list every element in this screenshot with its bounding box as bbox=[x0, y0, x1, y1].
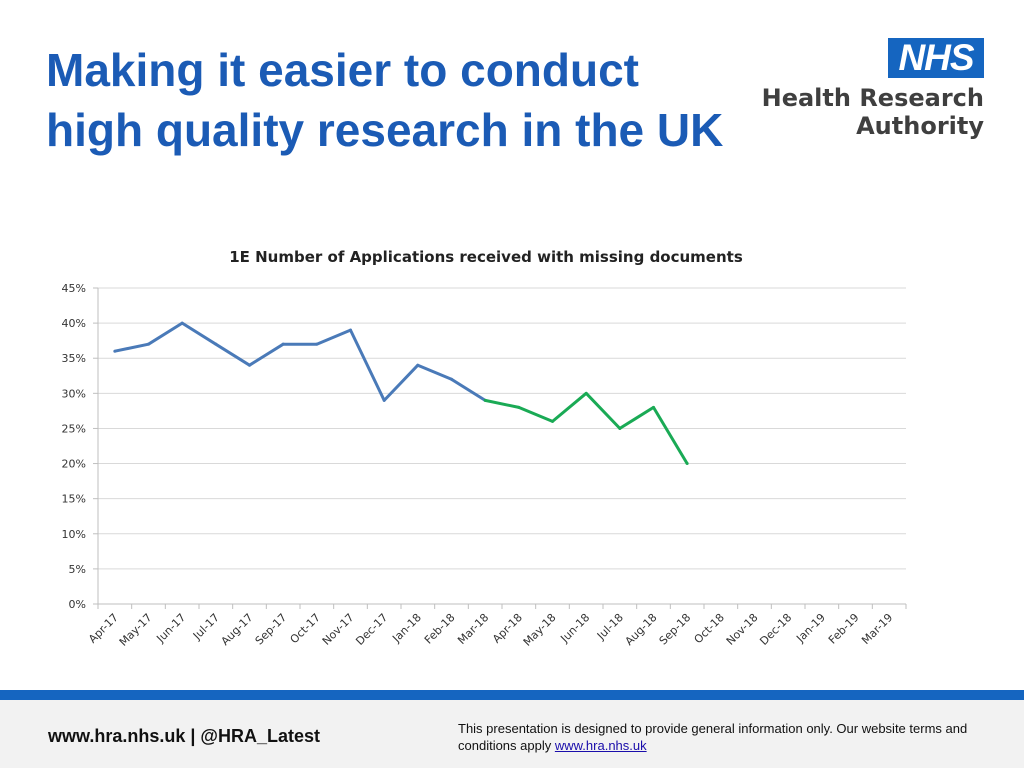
footer: www.hra.nhs.uk | @HRA_Latest This presen… bbox=[0, 700, 1024, 768]
data-point bbox=[349, 328, 352, 332]
data-point bbox=[483, 398, 487, 402]
data-point bbox=[652, 405, 655, 409]
x-tick-label: Feb-19 bbox=[826, 611, 862, 647]
y-tick-label: 15% bbox=[62, 493, 86, 506]
chart-title: 1E Number of Applications received with … bbox=[229, 248, 743, 266]
data-point bbox=[180, 321, 184, 325]
data-point bbox=[281, 342, 285, 346]
x-tick-label: Mar-19 bbox=[859, 611, 895, 647]
x-tick-label: Feb-18 bbox=[422, 611, 458, 647]
x-tick-label: Apr-17 bbox=[86, 611, 121, 646]
footer-disclaimer-text: This presentation is designed to provide… bbox=[458, 721, 968, 753]
x-tick-label: Jul-17 bbox=[190, 611, 222, 643]
y-tick-label: 0% bbox=[69, 598, 86, 611]
footer-accent-bar bbox=[0, 690, 1024, 700]
line-chart: 0%5%10%15%20%25%30%35%40%45% Apr-17May-1… bbox=[62, 282, 907, 649]
chart-container: 1E Number of Applications received with … bbox=[0, 240, 1024, 680]
x-tick-label: Nov-17 bbox=[320, 611, 357, 648]
footer-website-link[interactable]: www.hra.nhs.uk bbox=[554, 738, 647, 753]
hra-logo: NHS Health Research Authority bbox=[762, 38, 984, 148]
x-tick-label: Sep-17 bbox=[253, 611, 290, 648]
x-tick-label: Dec-18 bbox=[757, 611, 794, 648]
y-tick-label: 30% bbox=[62, 387, 86, 400]
footer-disclaimer: This presentation is designed to provide… bbox=[458, 720, 998, 754]
x-tick-label: Aug-18 bbox=[623, 611, 660, 648]
x-tick-label: Jun-17 bbox=[154, 611, 189, 646]
data-point bbox=[382, 398, 386, 402]
slide-title: Making it easier to conduct high quality… bbox=[46, 40, 723, 160]
data-point bbox=[685, 462, 689, 466]
x-tick-label: Dec-17 bbox=[353, 611, 390, 648]
x-tick-label: Jan-19 bbox=[793, 611, 828, 646]
x-tick-label: Oct-18 bbox=[692, 611, 727, 646]
y-tick-label: 45% bbox=[62, 282, 86, 295]
data-point bbox=[584, 391, 588, 395]
data-point bbox=[248, 363, 251, 367]
data-point bbox=[113, 349, 117, 353]
x-tick-label: Jan-18 bbox=[389, 611, 424, 646]
x-tick-label: Nov-18 bbox=[724, 611, 761, 648]
y-tick-label: 35% bbox=[62, 352, 86, 365]
x-tick-label: Aug-17 bbox=[219, 611, 256, 648]
x-tick-label: Oct-17 bbox=[288, 611, 323, 646]
data-point bbox=[315, 342, 319, 346]
data-point bbox=[416, 363, 420, 367]
data-point bbox=[551, 419, 554, 423]
x-tick-label: Jun-18 bbox=[558, 611, 593, 646]
y-tick-label: 20% bbox=[62, 458, 86, 471]
series-line-1 bbox=[114, 321, 486, 402]
logo-line-authority: Authority bbox=[856, 112, 984, 140]
footer-contact: www.hra.nhs.uk | @HRA_Latest bbox=[48, 726, 320, 746]
x-tick-label: May-18 bbox=[521, 611, 559, 649]
chart-series bbox=[113, 321, 689, 466]
x-tick-label: Sep-18 bbox=[657, 611, 694, 648]
logo-line-health-research: Health Research bbox=[761, 84, 984, 112]
y-tick-label: 25% bbox=[62, 422, 86, 435]
x-tick-label: Mar-18 bbox=[455, 611, 491, 647]
x-tick-label: May-17 bbox=[117, 611, 155, 649]
chart-gridlines bbox=[98, 287, 906, 605]
y-tick-label: 40% bbox=[62, 317, 86, 330]
x-tick-label: Apr-18 bbox=[490, 611, 525, 646]
data-point bbox=[517, 405, 521, 409]
y-tick-label: 5% bbox=[69, 563, 86, 576]
data-point bbox=[147, 342, 150, 346]
slide-title-line-1: Making it easier to conduct bbox=[46, 44, 639, 96]
data-point bbox=[450, 377, 453, 381]
data-point bbox=[618, 426, 622, 430]
y-axis-ticks: 0% 5% 10% 15% 20% 25% 30% 35% 40% 45% bbox=[62, 282, 98, 611]
x-tick-label: Jul-18 bbox=[594, 611, 626, 643]
nhs-logo-box: NHS bbox=[888, 38, 984, 78]
slide-title-line-2: high quality research in the UK bbox=[46, 104, 724, 156]
y-tick-label: 10% bbox=[62, 528, 86, 541]
data-point bbox=[214, 342, 218, 346]
